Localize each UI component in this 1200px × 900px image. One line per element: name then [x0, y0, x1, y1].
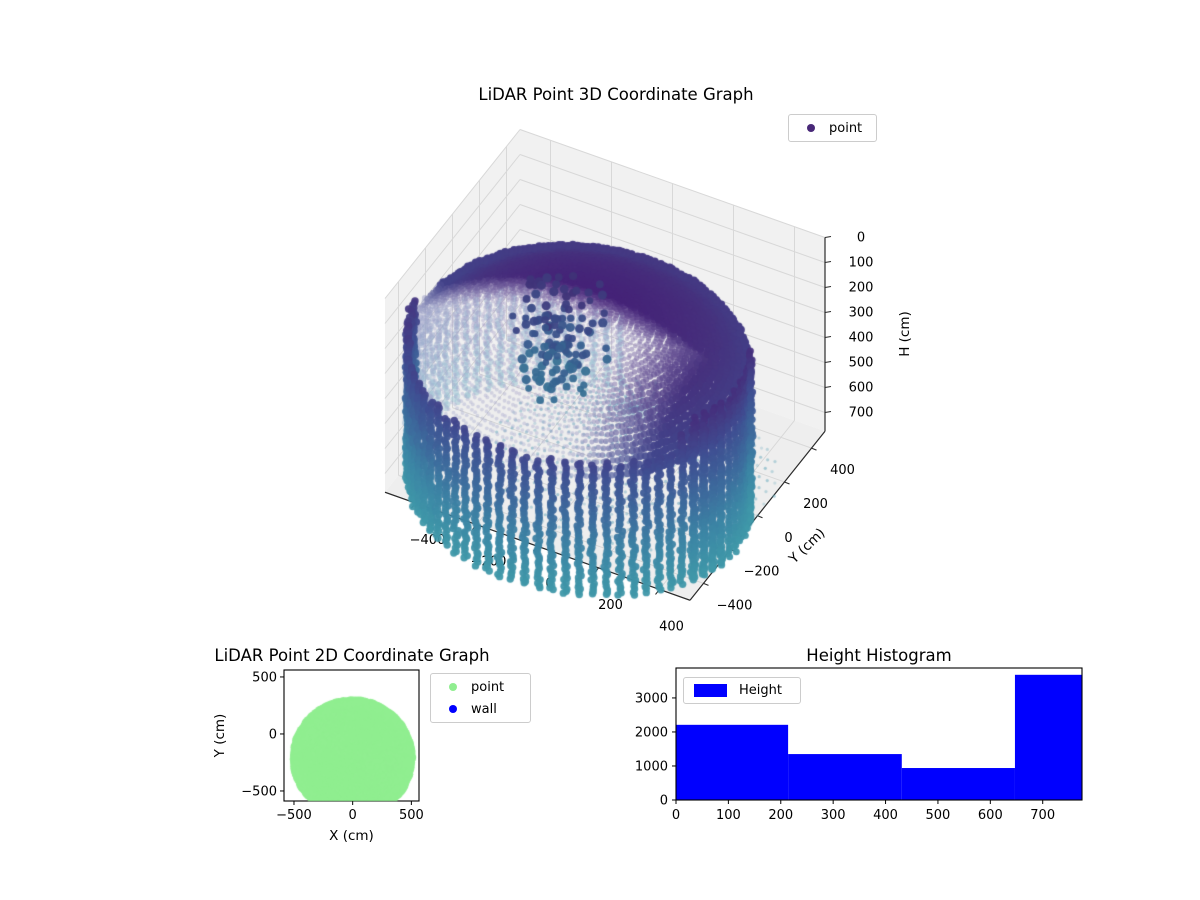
- svg-text:0: 0: [269, 727, 277, 742]
- point-marker-icon: [807, 124, 815, 132]
- svg-text:200: 200: [849, 281, 874, 296]
- svg-text:500: 500: [252, 670, 277, 685]
- plot2d-legend: point wall: [430, 673, 531, 723]
- height-swatch-icon: [694, 684, 727, 697]
- legend-entry-wall: wall: [431, 698, 530, 720]
- svg-text:300: 300: [821, 808, 846, 823]
- svg-text:400: 400: [849, 331, 874, 346]
- hist-legend: Height: [683, 677, 801, 704]
- legend-label: Height: [739, 683, 782, 698]
- svg-text:400: 400: [830, 463, 855, 478]
- svg-text:200: 200: [803, 497, 828, 512]
- svg-text:600: 600: [849, 381, 874, 396]
- legend-label: point: [829, 120, 863, 136]
- svg-text:−200: −200: [744, 565, 780, 580]
- legend-entry-point: point: [789, 117, 876, 139]
- plot3d-title: LiDAR Point 3D Coordinate Graph: [478, 85, 754, 104]
- point-marker-icon: [449, 683, 457, 691]
- svg-text:500: 500: [399, 808, 424, 823]
- svg-text:−200: −200: [471, 555, 507, 570]
- svg-text:1000: 1000: [635, 759, 668, 774]
- svg-text:0: 0: [545, 576, 553, 591]
- svg-text:100: 100: [716, 808, 741, 823]
- svg-text:H (cm): H (cm): [897, 311, 913, 357]
- wall-marker-icon: [449, 705, 457, 713]
- svg-text:500: 500: [849, 356, 874, 371]
- svg-text:0: 0: [660, 794, 668, 809]
- svg-text:3000: 3000: [635, 691, 668, 706]
- svg-text:−400: −400: [410, 533, 446, 548]
- plot2d-title: LiDAR Point 2D Coordinate Graph: [214, 646, 490, 665]
- svg-text:200: 200: [598, 598, 623, 613]
- svg-text:−400: −400: [717, 598, 753, 613]
- svg-text:0: 0: [857, 231, 865, 246]
- svg-text:400: 400: [659, 619, 684, 634]
- plot3d-legend: point: [788, 114, 877, 142]
- svg-text:−500: −500: [241, 784, 277, 799]
- svg-text:700: 700: [1030, 808, 1055, 823]
- svg-text:500: 500: [926, 808, 951, 823]
- legend-label: wall: [471, 701, 497, 717]
- svg-text:2000: 2000: [635, 725, 668, 740]
- svg-text:600: 600: [978, 808, 1003, 823]
- svg-text:0: 0: [784, 531, 792, 546]
- svg-text:400: 400: [873, 808, 898, 823]
- svg-text:200: 200: [768, 808, 793, 823]
- svg-text:−500: −500: [276, 808, 312, 823]
- legend-label: point: [471, 679, 505, 695]
- svg-text:0: 0: [349, 808, 357, 823]
- svg-text:0: 0: [672, 808, 680, 823]
- svg-text:100: 100: [849, 256, 874, 271]
- svg-text:700: 700: [849, 406, 874, 421]
- svg-text:X (cm): X (cm): [329, 828, 374, 844]
- legend-entry-height: Height: [684, 680, 800, 702]
- svg-text:300: 300: [849, 306, 874, 321]
- hist-title: Height Histogram: [806, 646, 952, 665]
- svg-text:Y (cm): Y (cm): [212, 714, 228, 759]
- legend-entry-point: point: [431, 676, 530, 698]
